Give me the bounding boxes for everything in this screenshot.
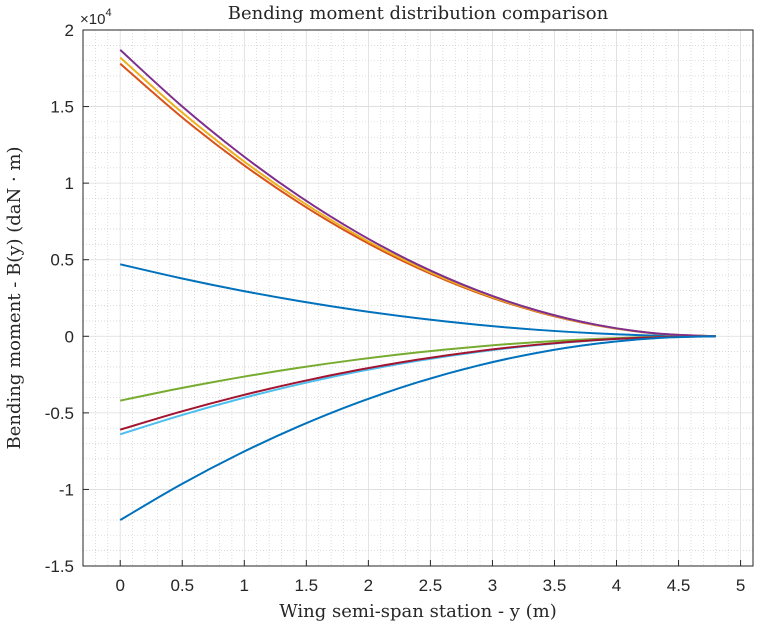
y-tick-label: -1 — [59, 480, 74, 499]
y-tick-label: 0 — [65, 327, 74, 346]
series-line-7 — [119, 335, 716, 431]
x-tick-label: 4.5 — [667, 576, 691, 595]
y-axis-ticks: -1.5 -1 -0.5 0 0.5 1 1.5 2 — [45, 21, 89, 576]
series-line-8 — [119, 335, 716, 521]
x-tick-label: 5 — [736, 576, 745, 595]
x-tick-label: 4 — [612, 576, 621, 595]
y-tick-label: 1.5 — [50, 98, 74, 117]
y-exponent-power: 4 — [105, 7, 111, 19]
y-tick-label: 0.5 — [50, 251, 74, 270]
x-tick-label: 2 — [364, 576, 373, 595]
x-tick-label: 0.5 — [170, 576, 194, 595]
plot-frame — [82, 29, 754, 567]
y-exponent-label: ×104 — [80, 7, 112, 28]
x-axis-ticks: 0 0.5 1 1.5 2 2.5 3 3.5 4 4.5 5 — [115, 560, 745, 595]
y-tick-label: -1.5 — [45, 557, 74, 576]
y-exponent-base: ×10 — [80, 11, 105, 28]
y-axis-title: Bending moment - B(y) (daN · m) — [4, 146, 25, 449]
x-tick-label: 0 — [115, 576, 124, 595]
y-tick-label: 1 — [65, 174, 74, 193]
y-tick-label: -0.5 — [45, 404, 74, 423]
x-tick-label: 3 — [488, 576, 497, 595]
y-tick-label: 2 — [65, 21, 74, 40]
chart-title: Bending moment distribution comparison — [228, 3, 609, 24]
x-tick-label: 1 — [240, 576, 249, 595]
series-line-1 — [119, 263, 716, 338]
x-tick-label: 1.5 — [295, 576, 319, 595]
x-tick-label: 2.5 — [419, 576, 443, 595]
x-axis-title: Wing semi-span station - y (m) — [279, 601, 557, 622]
series-layer — [119, 49, 716, 521]
minor-grid — [83, 30, 754, 566]
x-tick-label: 3.5 — [543, 576, 567, 595]
series-line-4 — [119, 49, 716, 338]
